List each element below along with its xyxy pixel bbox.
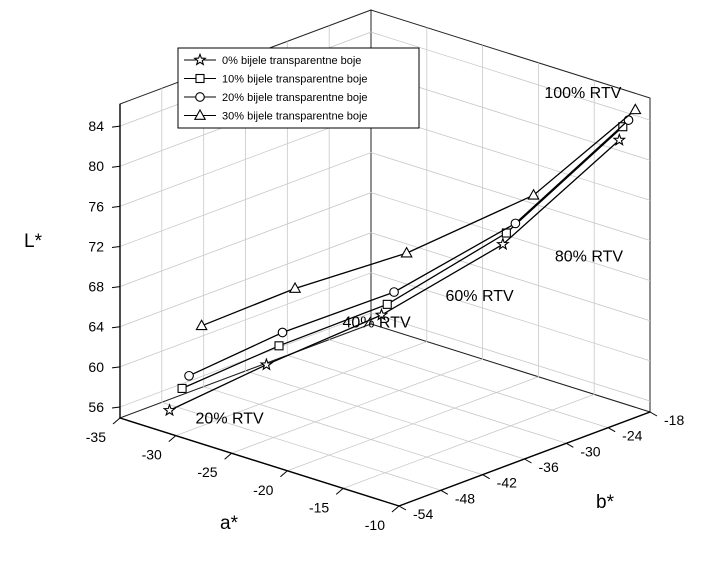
data-point-circle [389, 287, 399, 297]
b-tick-label: -42 [497, 475, 517, 491]
a-tick-label: -35 [86, 429, 106, 445]
chart-annotations: 20% RTV 40% RTV 60% RTV 80% RTV 100% RTV [196, 85, 624, 427]
gridline-b [161, 88, 441, 491]
a-tick-label: -20 [253, 482, 273, 498]
z-tick-mark [111, 125, 121, 128]
data-point-circle [195, 92, 205, 102]
data-point-star [495, 237, 510, 251]
data-point-star [193, 52, 207, 66]
a-tick-label: -15 [309, 499, 329, 515]
b-tick-mark [607, 427, 616, 433]
data-point-circle [184, 370, 194, 381]
legend-entry: 10% bijele transparentne boje [184, 74, 368, 86]
z-tick-mark [111, 406, 121, 409]
b-tick-mark [524, 458, 532, 464]
z-tick-mark [111, 245, 121, 248]
z-tick-mark [111, 326, 121, 329]
data-point-square [618, 122, 628, 132]
data-point-circle [510, 218, 521, 229]
data-point-square [274, 341, 284, 351]
rtv-annotation: 40% RTV [342, 315, 411, 332]
legend-entry: 30% bijele transparentne boje [184, 108, 368, 123]
a-tick-label: -10 [365, 517, 385, 533]
b-tick-mark [482, 474, 490, 480]
data-point-triangle [629, 103, 642, 115]
series-circle [184, 115, 634, 381]
b-tick-label: -30 [580, 443, 600, 459]
z-tick-label: 56 [88, 399, 104, 415]
legend-entry: 0% bijele transparentne boje [184, 52, 361, 67]
b-tick-label: -18 [664, 412, 684, 428]
series-star [162, 132, 627, 417]
chart-series [162, 103, 642, 417]
gridline-b [328, 25, 609, 429]
legend-label: 30% bijele transparentne boje [222, 111, 368, 123]
legend-label: 0% bijele transparentne boje [222, 55, 361, 67]
b-tick-label: -36 [539, 459, 559, 475]
b-axis-label: b* [596, 492, 615, 513]
series-triangle [195, 103, 642, 331]
data-point-star [259, 357, 274, 371]
data-point-star [162, 403, 177, 417]
z-axis-label: L* [24, 231, 43, 252]
data-point-triangle [195, 319, 208, 331]
a-tick-mark [224, 452, 232, 460]
data-point-square [382, 299, 392, 309]
b-tick-mark [398, 505, 407, 511]
z-tick-label: 72 [88, 238, 104, 254]
legend-box [177, 47, 420, 129]
legend-label: 10% bijele transparentne boje [222, 74, 368, 86]
b-tick-mark [566, 442, 574, 448]
z-tick-label: 60 [88, 359, 104, 375]
data-point-triangle [527, 188, 540, 200]
data-point-square [195, 73, 205, 84]
rtv-annotation: 80% RTV [555, 248, 624, 265]
b-tick-label: -48 [455, 490, 475, 506]
data-point-star [374, 307, 389, 321]
b-tick-label: -54 [413, 506, 433, 522]
z-tick-label: 80 [88, 158, 104, 174]
a-tick-mark [168, 435, 177, 442]
gridline-b [203, 72, 483, 476]
z-tick-mark [111, 366, 121, 369]
z-tick-mark [111, 205, 121, 208]
a-tick-mark [335, 488, 344, 495]
gridline-b [245, 57, 525, 460]
a-tick-mark [280, 470, 288, 478]
data-point-triangle [288, 281, 302, 293]
b-tick-mark [440, 489, 449, 495]
z-tick-mark [111, 286, 121, 289]
chart-tick-labels: 56 60 64 68 72 76 80 84 -35 -30 -25 -20 -15 -10 -18 -24… [86, 118, 685, 533]
z-tick-mark [111, 165, 121, 168]
rtv-annotation: 60% RTV [446, 288, 515, 305]
b-tick-mark [649, 411, 658, 417]
a-axis-line [119, 417, 400, 507]
z-tick-label: 64 [88, 319, 104, 335]
data-point-circle [623, 115, 634, 125]
data-point-triangle [193, 108, 207, 120]
chart-legend: 0% bijele transparentne boje 10% bijele t… [177, 47, 420, 129]
data-point-square [177, 383, 187, 393]
data-point-circle [277, 327, 288, 338]
a-tick-mark [391, 505, 400, 513]
z-tick-label: 68 [88, 279, 104, 295]
rtv-annotation: 20% RTV [196, 410, 265, 427]
z-tick-label: 76 [88, 198, 104, 214]
data-point-triangle [400, 246, 413, 258]
b-tick-label: -24 [622, 428, 642, 444]
a-axis-label: a* [220, 513, 239, 534]
data-point-star [612, 132, 627, 146]
z-tick-label: 84 [88, 118, 104, 134]
rtv-annotation: 100% RTV [544, 85, 621, 102]
legend-label: 20% bijele transparentne boje [222, 92, 368, 104]
a-tick-mark [112, 417, 121, 425]
legend-entry: 20% bijele transparentne boje [184, 92, 368, 104]
a-tick-label: -25 [197, 464, 217, 480]
a-tick-label: -30 [142, 447, 162, 463]
